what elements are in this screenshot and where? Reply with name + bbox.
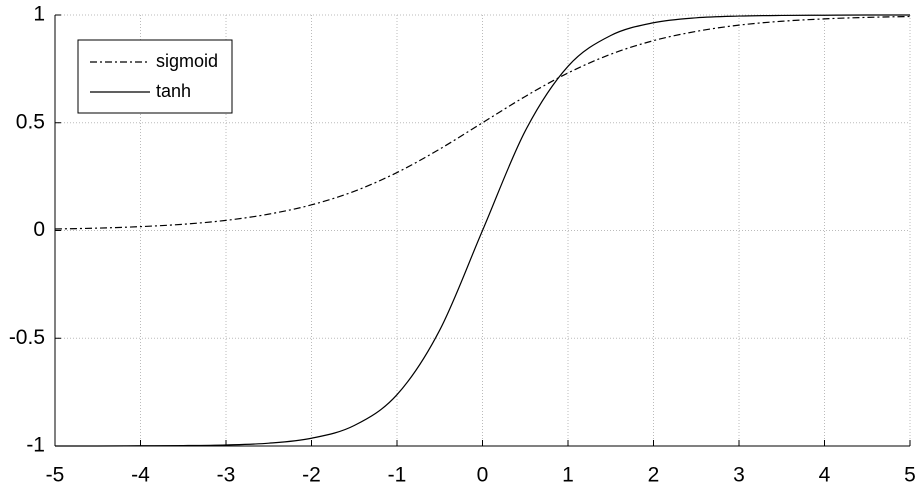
legend-box	[77, 39, 233, 114]
x-tick-label: -1	[388, 464, 407, 487]
x-tick-label: -3	[217, 464, 236, 487]
series-line	[54, 15, 911, 230]
legend: sigmoid tanh	[77, 39, 233, 114]
x-tick-label: 0	[477, 464, 489, 487]
y-tick-label: 1	[33, 3, 45, 26]
x-tick-label: 3	[733, 464, 745, 487]
y-tick-label: -0.5	[9, 326, 45, 349]
x-tick-label: 4	[819, 464, 831, 487]
y-tick-label: 0	[33, 218, 45, 241]
x-tick-label: 5	[904, 464, 916, 487]
legend-label: tanh	[156, 81, 191, 101]
y-tick-label: 0.5	[16, 110, 45, 133]
x-tick-label: -4	[131, 464, 150, 487]
legend-label: sigmoid	[156, 51, 218, 71]
x-tick-label: -2	[302, 464, 321, 487]
series-line	[54, 14, 911, 447]
x-tick-label: 2	[648, 464, 660, 487]
x-tick-label: 1	[562, 464, 574, 487]
x-tick-label: -5	[46, 464, 65, 487]
y-tick-label: -1	[26, 434, 45, 457]
